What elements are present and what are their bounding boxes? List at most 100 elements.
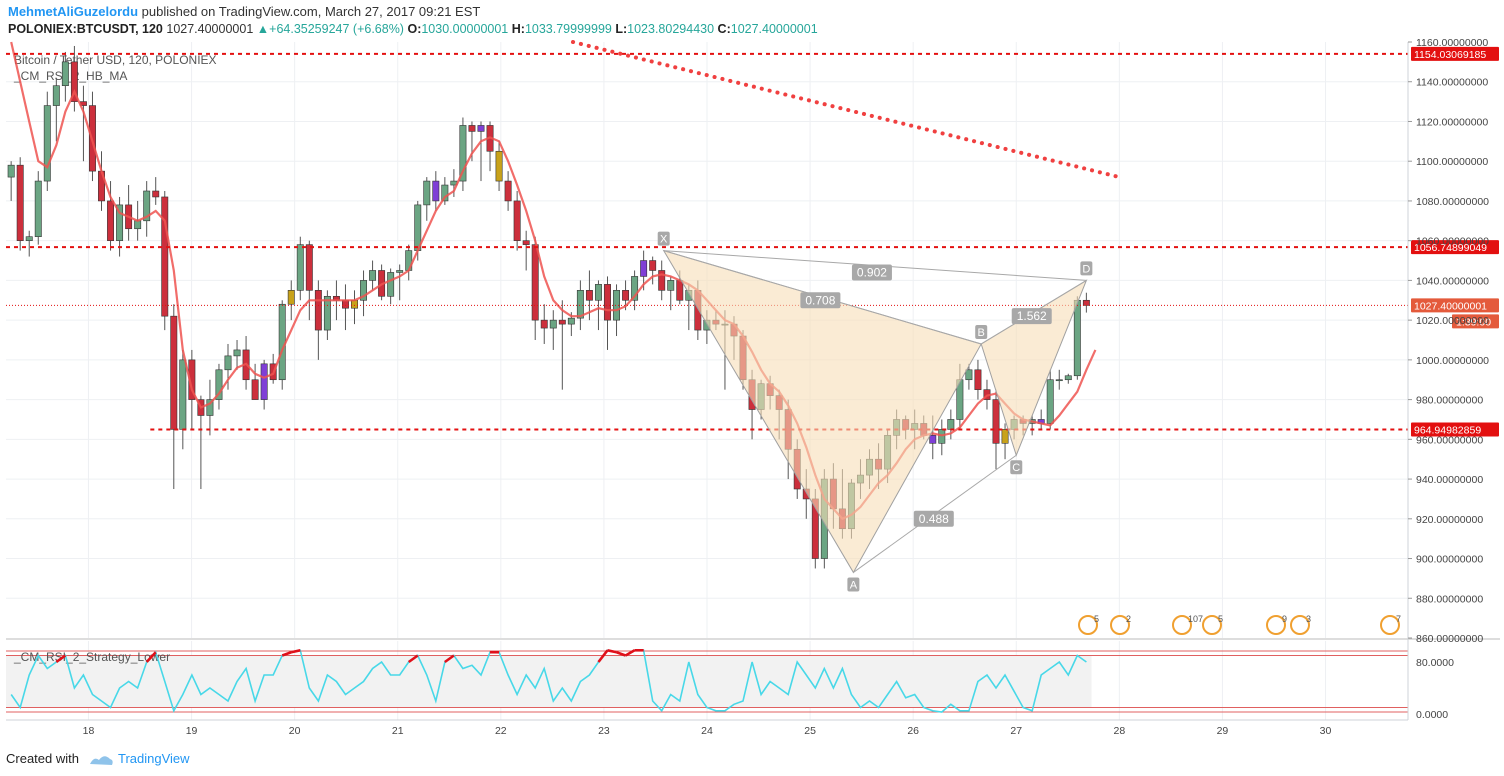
- candle-body[interactable]: [613, 290, 620, 321]
- y-tick-label: 980.00000000: [1416, 395, 1483, 407]
- candle-body[interactable]: [495, 150, 503, 182]
- candle-body[interactable]: [567, 317, 575, 325]
- candle-body[interactable]: [576, 290, 584, 319]
- economic-event-icon[interactable]: [1202, 615, 1222, 635]
- y-tick-label: 1020.00000000: [1416, 315, 1489, 327]
- candle-body[interactable]: [658, 270, 666, 291]
- economic-event-icon[interactable]: [1172, 615, 1192, 635]
- candle-body[interactable]: [929, 435, 937, 444]
- candle-body[interactable]: [7, 164, 15, 178]
- candle-body[interactable]: [179, 359, 187, 430]
- candle-body[interactable]: [504, 180, 512, 202]
- candle-body[interactable]: [387, 272, 395, 297]
- candle-body[interactable]: [640, 260, 648, 277]
- candle-body[interactable]: [540, 319, 548, 329]
- candle-body[interactable]: [170, 315, 178, 430]
- economic-event-icon[interactable]: [1266, 615, 1286, 635]
- candle-body[interactable]: [549, 319, 557, 329]
- candle-body[interactable]: [342, 299, 349, 309]
- candle-body[interactable]: [34, 180, 42, 237]
- candle-body[interactable]: [396, 270, 404, 273]
- candle-body[interactable]: [992, 399, 1000, 444]
- rsi-y-tick-label: 0.0000: [1416, 709, 1448, 721]
- candle-body[interactable]: [468, 125, 476, 132]
- economic-event-icon[interactable]: [1078, 615, 1098, 635]
- candle-body[interactable]: [432, 180, 440, 202]
- candle-body[interactable]: [667, 280, 675, 291]
- candle-body[interactable]: [134, 220, 142, 230]
- chart-area[interactable]: Bitcoin / Tether USD, 120, POLONIEX _CM_R…: [0, 0, 1504, 748]
- candle-body[interactable]: [251, 379, 259, 400]
- candle-body[interactable]: [61, 61, 69, 87]
- candle-body[interactable]: [1055, 379, 1063, 382]
- pattern-ratio-badge: [800, 292, 841, 309]
- candle-body[interactable]: [369, 270, 377, 281]
- candle-body[interactable]: [296, 244, 304, 291]
- candle-body[interactable]: [70, 61, 78, 102]
- candle-body[interactable]: [441, 184, 449, 202]
- candle-body[interactable]: [965, 369, 973, 381]
- y-tick-label: 1160.00000000: [1416, 37, 1488, 49]
- candle-body[interactable]: [531, 244, 539, 321]
- tradingview-brand-link[interactable]: TradingView: [118, 751, 190, 766]
- pattern-point-label: C: [1012, 462, 1020, 474]
- rsi-panel[interactable]: _CM_RSI_2_Strategy_Lower: [6, 638, 1500, 713]
- candle-body[interactable]: [1001, 429, 1009, 444]
- chart-header: MehmetAliGuzelordu published on TradingV…: [0, 0, 1504, 42]
- candle-body[interactable]: [206, 399, 214, 416]
- candle-body[interactable]: [260, 363, 268, 400]
- rsi-line[interactable]: [10, 649, 1087, 713]
- rsi-overbought-segment: [624, 649, 636, 657]
- candle-body[interactable]: [477, 125, 485, 132]
- pattern-point-badge: [975, 324, 988, 339]
- candle-body[interactable]: [1073, 299, 1081, 377]
- candle-body[interactable]: [323, 295, 331, 331]
- candle-body[interactable]: [314, 290, 322, 331]
- candle-body[interactable]: [305, 244, 313, 291]
- candle-body[interactable]: [1046, 379, 1054, 424]
- candle-body[interactable]: [1064, 375, 1072, 381]
- candle-body[interactable]: [25, 236, 33, 241]
- candle-body[interactable]: [52, 85, 60, 106]
- tradingview-logo-icon[interactable]: [88, 750, 114, 770]
- price-panel[interactable]: Bitcoin / Tether USD, 120, POLONIEX _CM_R…: [6, 40, 1408, 635]
- trend-dotted-line[interactable]: [570, 40, 1122, 180]
- candle-body[interactable]: [152, 190, 160, 198]
- candle-body[interactable]: [649, 260, 657, 271]
- candle-body[interactable]: [224, 355, 232, 371]
- candle-body[interactable]: [522, 240, 530, 245]
- candle-body[interactable]: [278, 303, 286, 381]
- economic-event-icon[interactable]: [1290, 615, 1310, 635]
- economic-event-icon[interactable]: [1110, 615, 1130, 635]
- candle-body[interactable]: [676, 280, 684, 301]
- candle-body[interactable]: [947, 419, 955, 430]
- candle-body[interactable]: [287, 290, 295, 305]
- candle-body[interactable]: [585, 290, 593, 301]
- author-link[interactable]: MehmetAliGuzelordu: [8, 4, 139, 19]
- candle-body[interactable]: [594, 284, 602, 301]
- candle-body[interactable]: [233, 349, 241, 357]
- candle-body[interactable]: [1082, 299, 1090, 306]
- level-price-tag: [1411, 422, 1499, 437]
- candle-body[interactable]: [351, 299, 358, 309]
- candle-body[interactable]: [116, 204, 124, 241]
- candle-body[interactable]: [16, 164, 24, 241]
- candle-body[interactable]: [143, 190, 151, 222]
- candle-body[interactable]: [513, 200, 521, 241]
- x-tick-label: 26: [907, 725, 919, 737]
- candle-body[interactable]: [423, 180, 431, 206]
- candle-body[interactable]: [622, 290, 630, 301]
- candle-body[interactable]: [459, 125, 467, 182]
- candle-body[interactable]: [43, 105, 51, 182]
- candle-body[interactable]: [215, 369, 223, 400]
- economic-event-icon[interactable]: [1380, 615, 1400, 635]
- candle-body[interactable]: [974, 369, 982, 390]
- candle-body[interactable]: [604, 284, 611, 321]
- main-chart-title: Bitcoin / Tether USD, 120, POLONIEX: [14, 53, 217, 67]
- candle-body[interactable]: [161, 196, 169, 317]
- candle-body[interactable]: [631, 276, 639, 301]
- candle-body[interactable]: [558, 319, 566, 325]
- candle-body[interactable]: [360, 280, 367, 301]
- candle-body[interactable]: [107, 200, 115, 241]
- economic-event-count: 5: [1094, 614, 1099, 624]
